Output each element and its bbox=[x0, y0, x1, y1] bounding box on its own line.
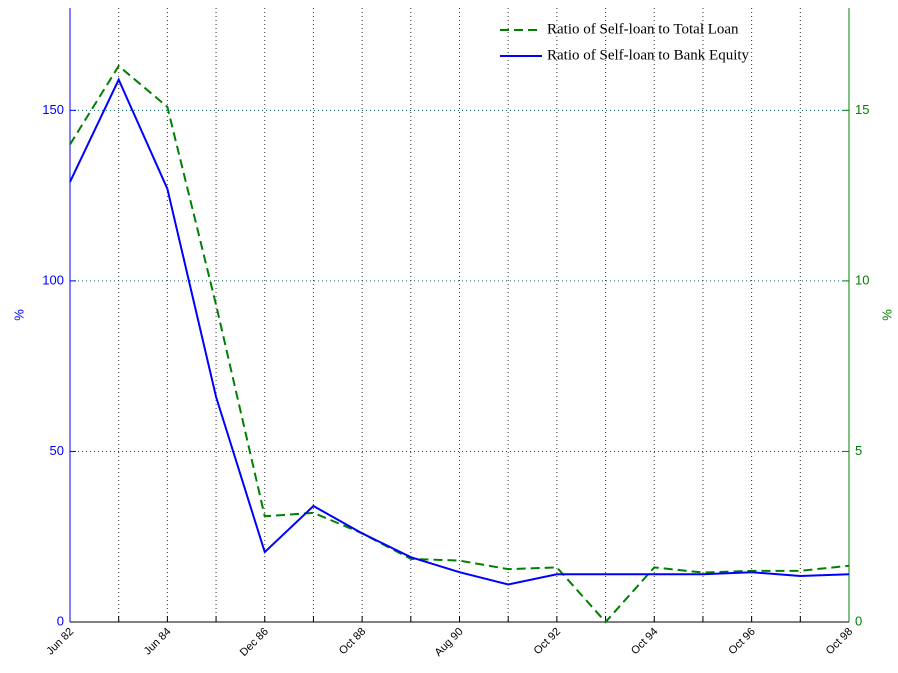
y2-tick-label: 15 bbox=[855, 102, 869, 117]
y-tick-label: 50 bbox=[50, 443, 64, 458]
y2-tick-label: 5 bbox=[855, 443, 862, 458]
y2-axis-label: % bbox=[879, 309, 894, 321]
legend-label: Ratio of Self-loan to Bank Equity bbox=[547, 47, 750, 63]
y-tick-label: 150 bbox=[42, 102, 64, 117]
y-tick-label: 100 bbox=[42, 272, 64, 287]
legend-label: Ratio of Self-loan to Total Loan bbox=[547, 21, 739, 37]
y2-tick-label: 10 bbox=[855, 272, 869, 287]
y2-tick-label: 0 bbox=[855, 613, 862, 628]
data-line bbox=[69, 77, 850, 586]
y-axis-label: % bbox=[11, 309, 26, 321]
y-tick-label: 0 bbox=[57, 613, 64, 628]
